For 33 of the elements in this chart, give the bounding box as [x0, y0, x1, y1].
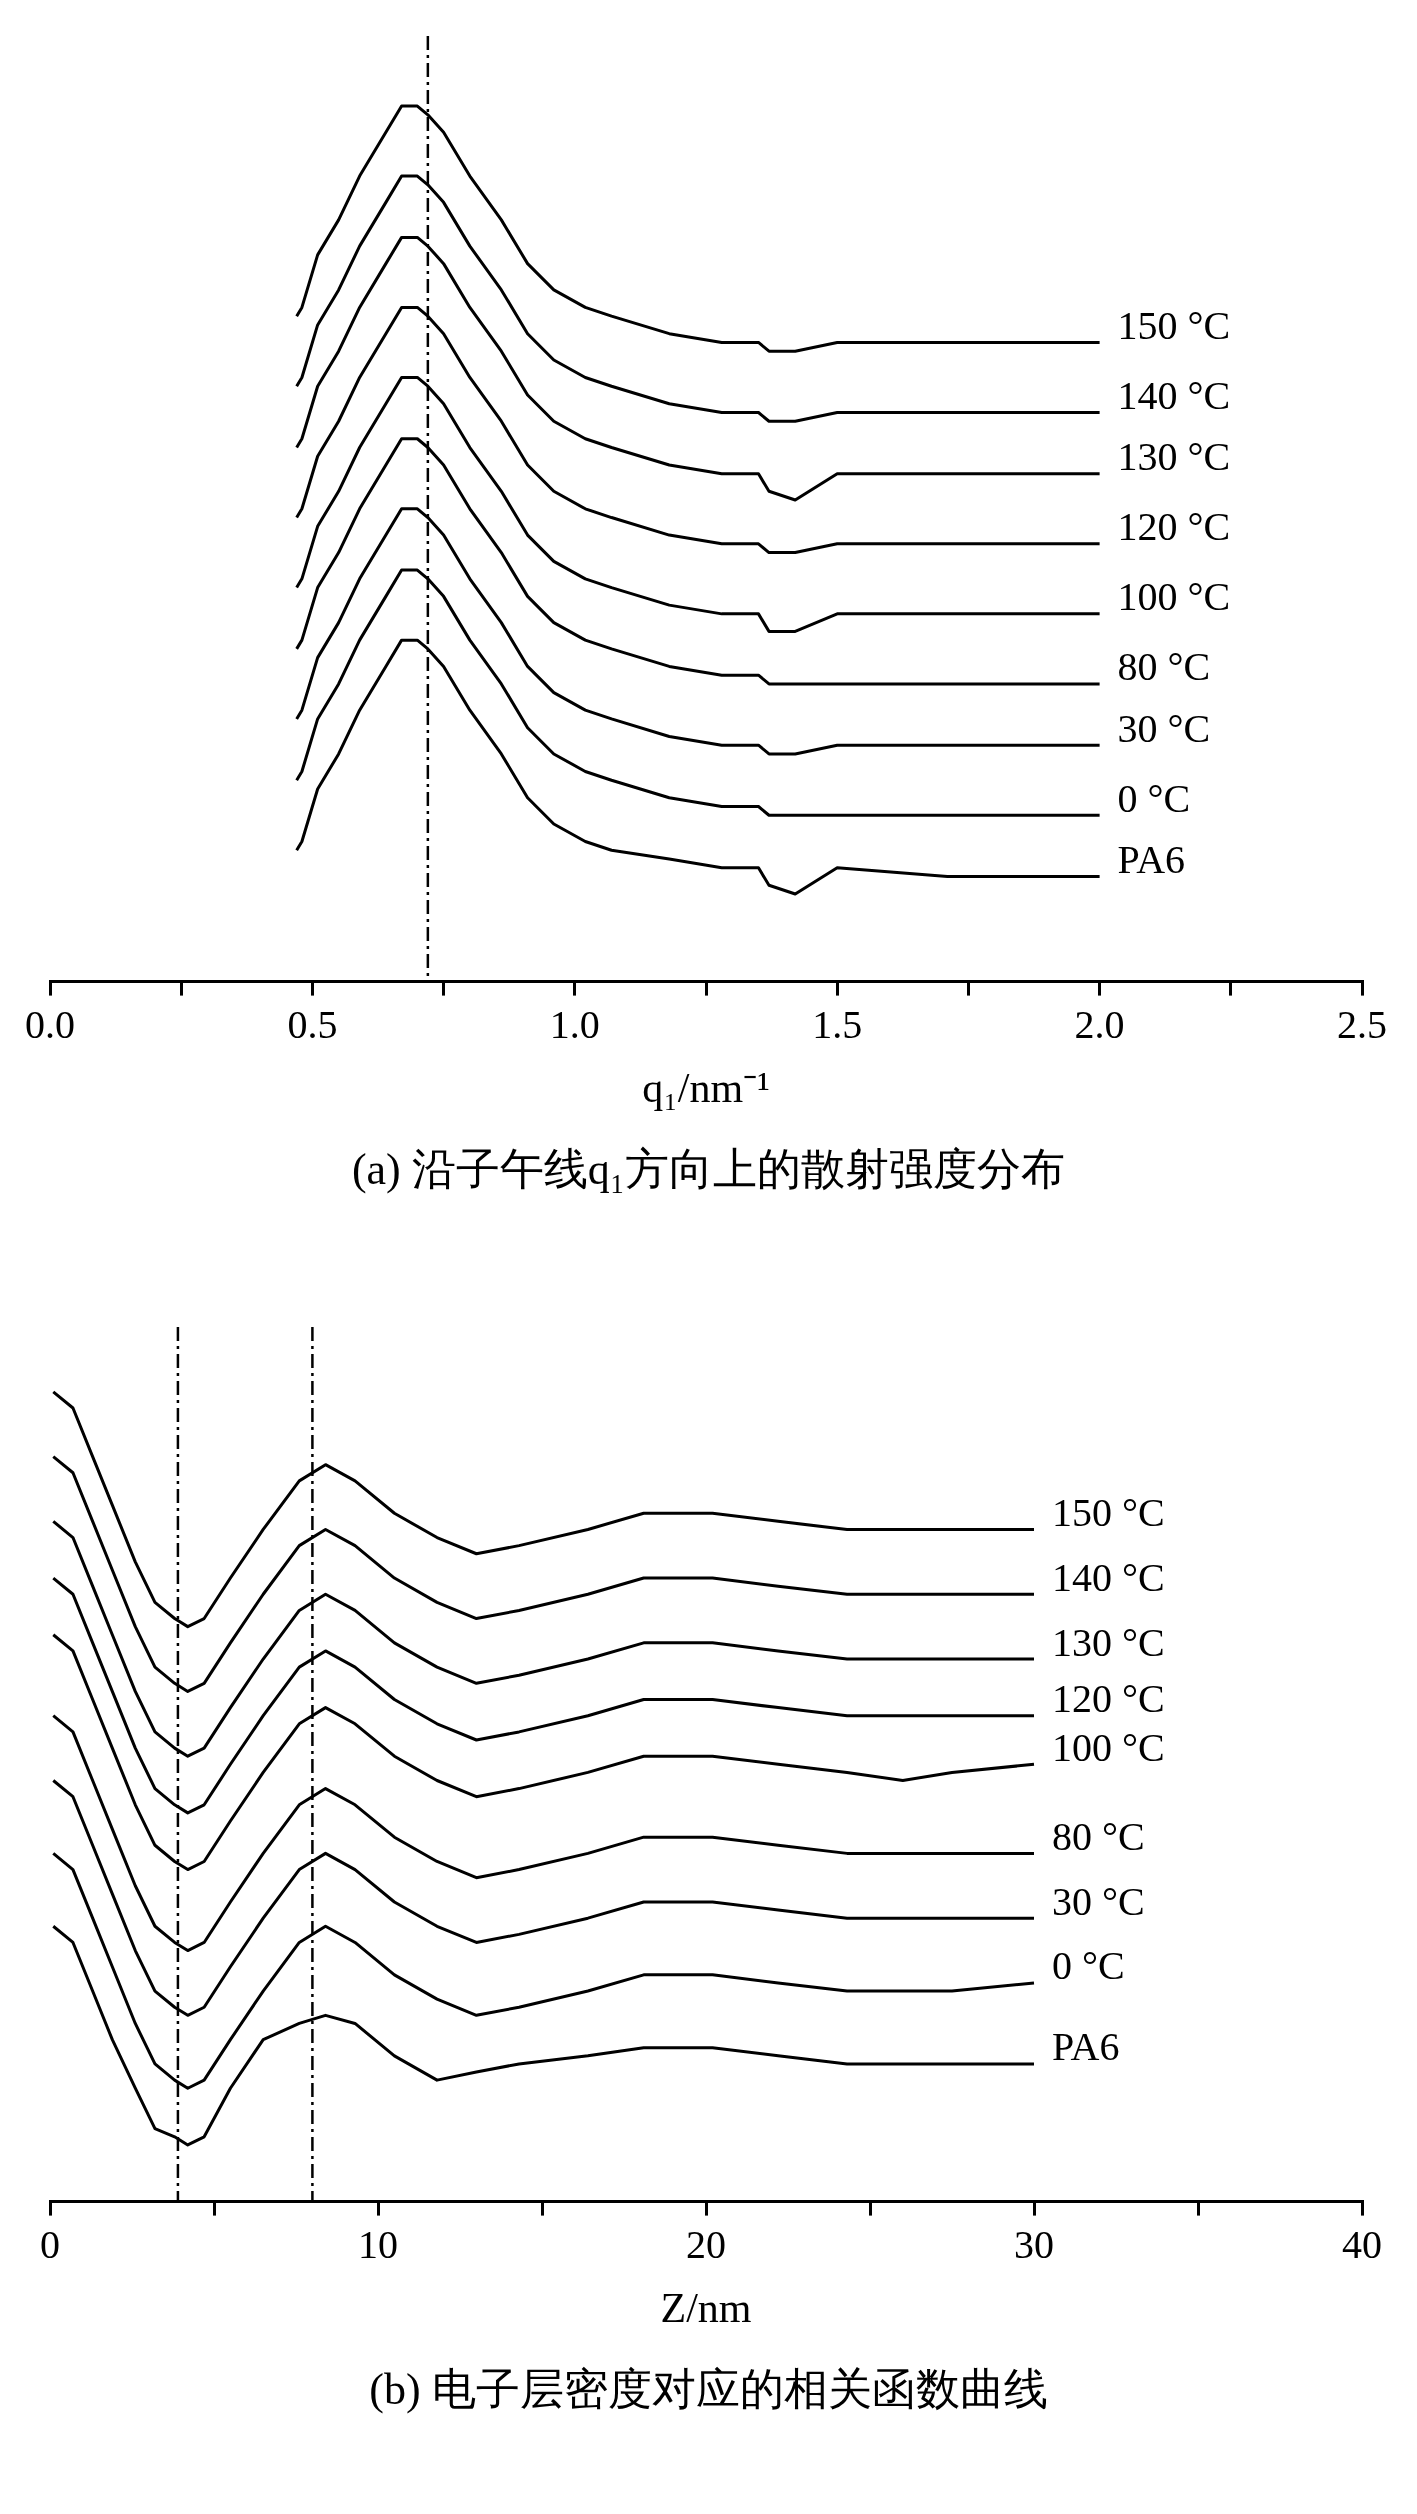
series-label: 100 °C [1052, 1724, 1165, 1770]
x-tick-label: 0.5 [287, 1002, 338, 1048]
series-label: 140 °C [1052, 1554, 1165, 1600]
series-label: 30 °C [1117, 705, 1211, 751]
x-axis-title: Z/nm [660, 2284, 752, 2331]
x-tick-label: 30 [1014, 2222, 1054, 2268]
x-tick-label: 0 [40, 2222, 60, 2268]
text: (a) 沿子午线q₁方向上的散射强度分布 [350, 1144, 1067, 1196]
series-label: PA6 [1117, 837, 1186, 883]
series-label: 120 °C [1052, 1676, 1165, 1722]
text: (b) 电子层密度对应的相关函数曲线 [368, 2364, 1049, 2416]
series-label: 150 °C [1117, 302, 1231, 348]
x-tick-label: 1.0 [549, 1002, 600, 1048]
x-tick-label: 2.0 [1074, 1002, 1125, 1048]
series-label: 80 °C [1052, 1813, 1145, 1859]
series-label: 150 °C [1052, 1489, 1165, 1535]
x-axis-title: q₁/nm⁻¹ [642, 1064, 770, 1111]
x-tick-label: 1.5 [812, 1002, 863, 1048]
series-label: 130 °C [1052, 1619, 1165, 1665]
series-label: 80 °C [1117, 644, 1211, 690]
series-label: 140 °C [1117, 372, 1231, 418]
series-label: 0 °C [1052, 1943, 1125, 1989]
x-tick-label: 2.5 [1337, 1002, 1387, 1048]
x-tick-label: 0.0 [25, 1002, 75, 1048]
series-label: 30 °C [1052, 1878, 1145, 1924]
series-label: 130 °C [1117, 434, 1231, 480]
series-label: 120 °C [1117, 504, 1231, 550]
series-label: 0 °C [1117, 775, 1191, 821]
x-tick-label: 20 [686, 2222, 726, 2268]
series-label: PA6 [1052, 2024, 1120, 2070]
x-tick-label: 10 [358, 2222, 398, 2268]
series-label: 100 °C [1117, 574, 1231, 620]
x-tick-label: 40 [1342, 2222, 1382, 2268]
